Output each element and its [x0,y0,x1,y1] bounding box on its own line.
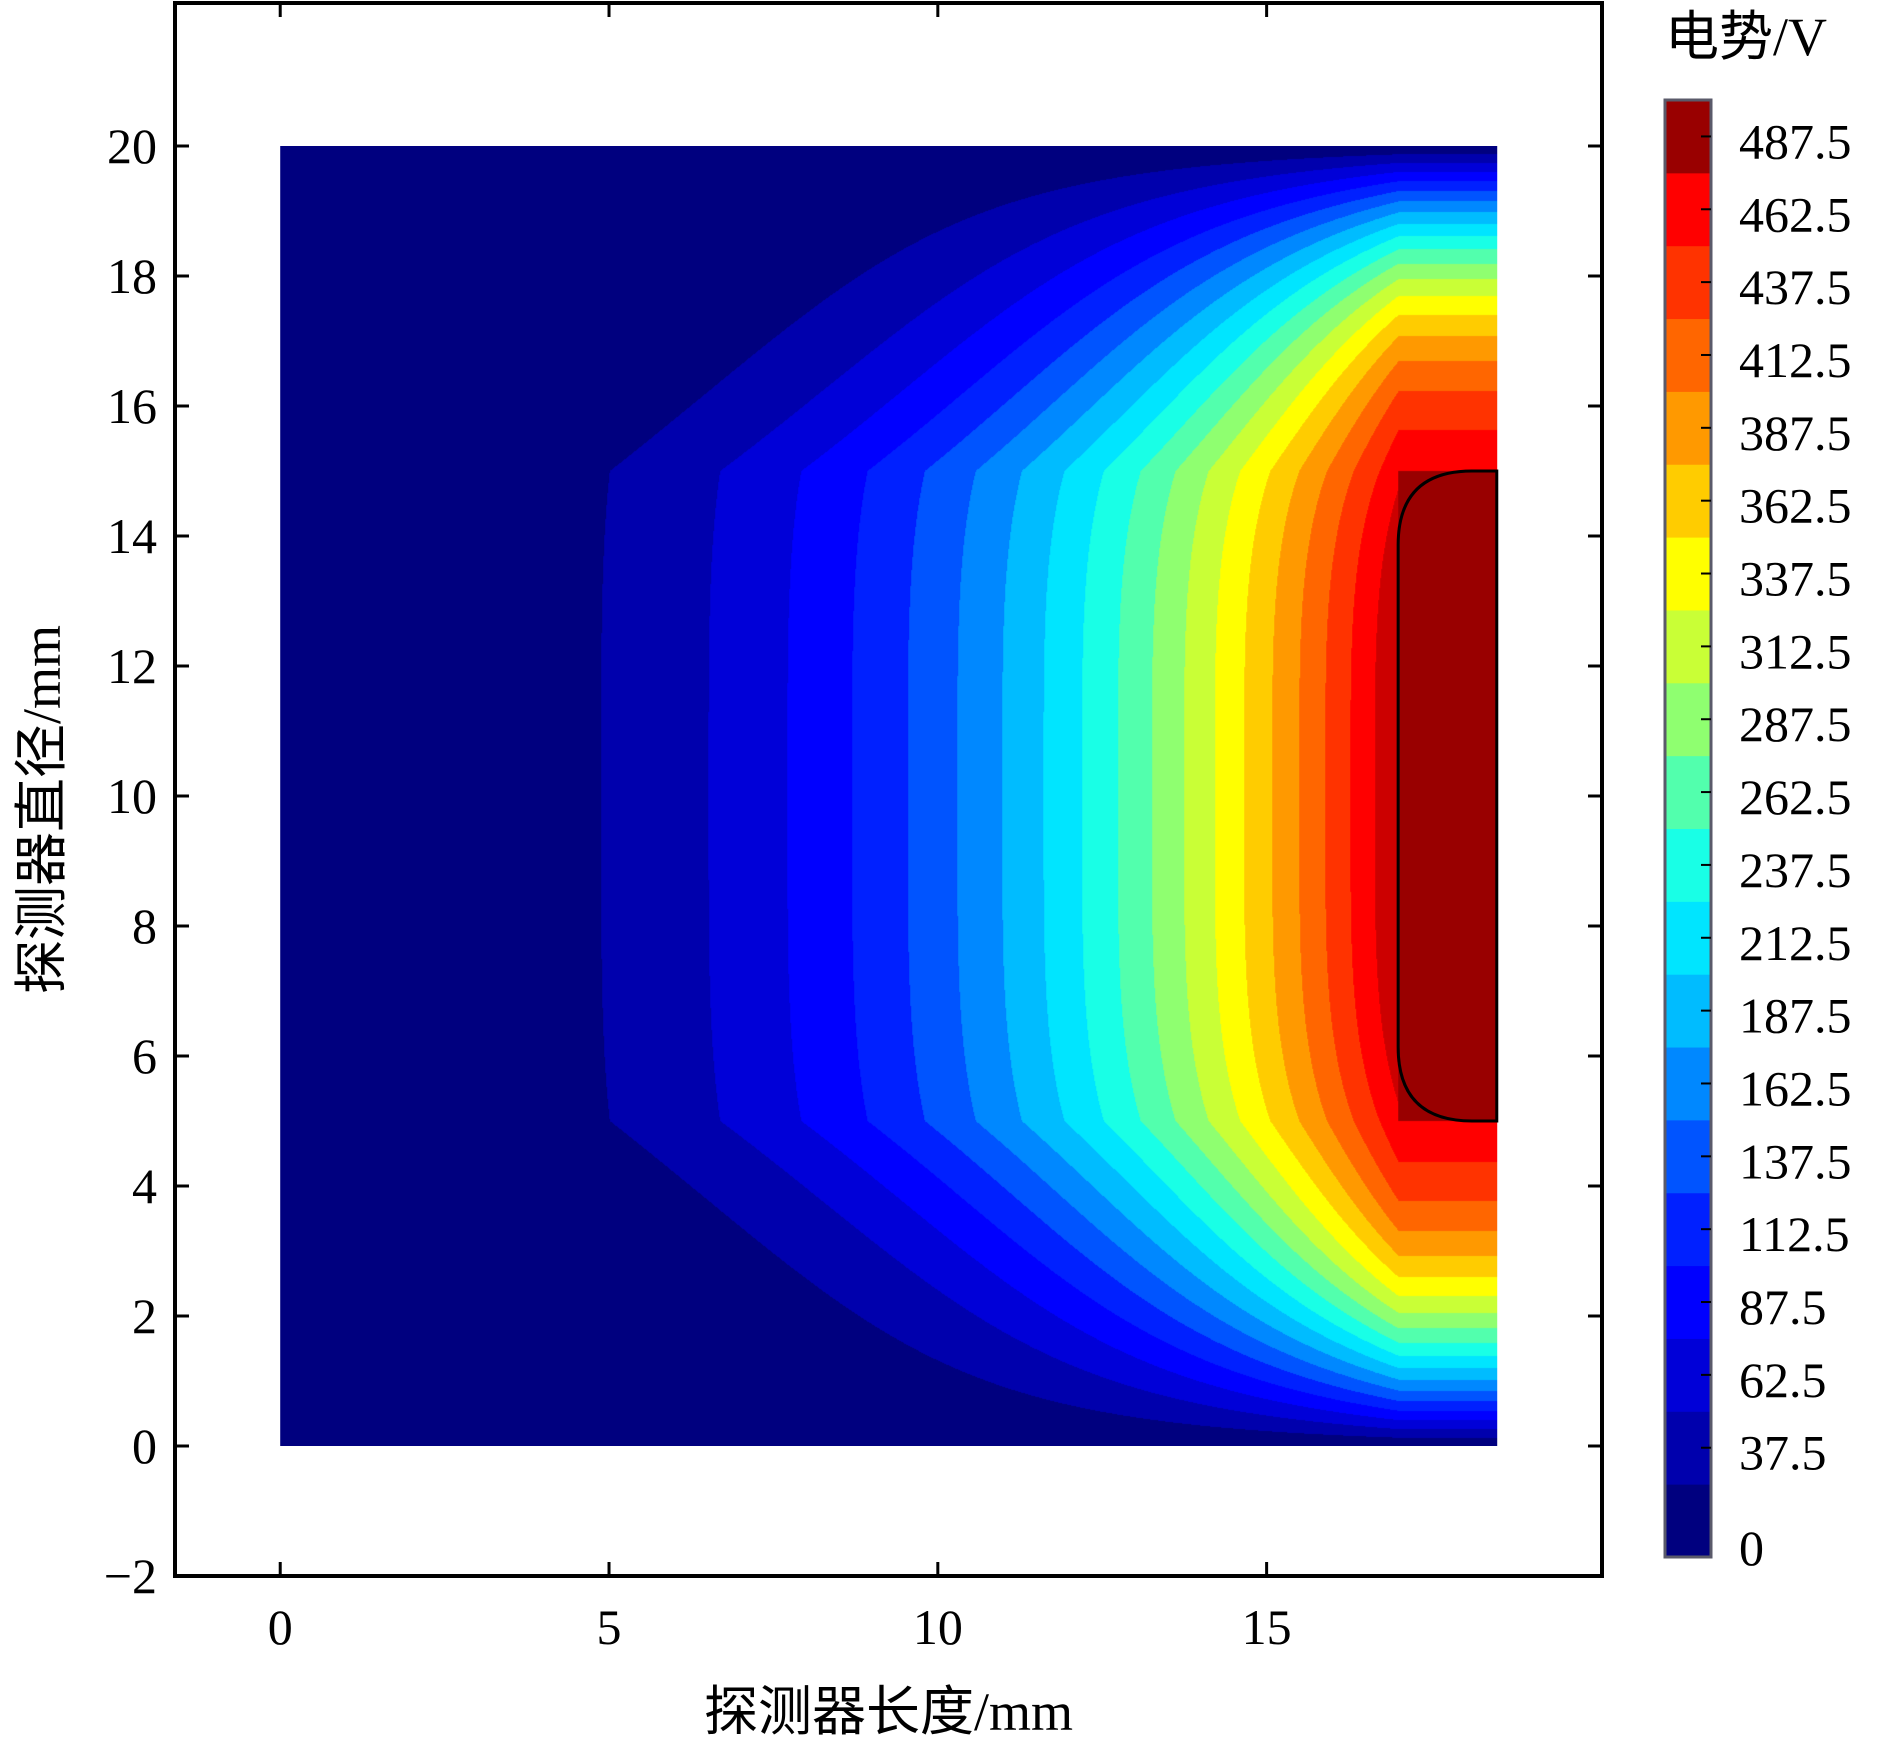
colorbar-tick-label: 162.5 [1739,1060,1852,1116]
y-tick-label: 14 [107,508,157,564]
colorbar-tick-label: 212.5 [1739,915,1852,971]
electrode-outline [1396,469,1499,1123]
y-axis-ticks: −2 0 2 4 6 8 10 12 14 16 18 20 [104,118,1602,1604]
potential-field [280,146,1498,1446]
colorbar-tick-label: 462.5 [1739,186,1852,242]
plot-frame [173,1,1604,1578]
colorbar-tick-label: 337.5 [1739,551,1852,607]
colorbar-tick-label: 37.5 [1739,1425,1827,1481]
y-tick-label: 18 [107,248,157,304]
colorbar-tick-label: 312.5 [1739,623,1852,679]
colorbar-tick-label: 62.5 [1739,1352,1827,1408]
colorbar-tick-label: 187.5 [1739,988,1852,1044]
y-axis-label: 探测器直径/mm [12,625,72,994]
colorbar-tick-label: 237.5 [1739,842,1852,898]
y-tick-label: 16 [107,378,157,434]
colorbar-tick-label: 287.5 [1739,696,1852,752]
y-tick-label: 0 [132,1418,157,1474]
colorbar: 0 37.5 62.5 87.5 112.5 137.5 162.5 187.5 212.5 23… [1663,98,1852,1576]
electrode [1396,469,1499,1123]
colorbar-tick-label: 112.5 [1739,1206,1850,1262]
potential-field-image [280,146,1498,1446]
colorbar-tick-label: 262.5 [1739,769,1852,825]
colorbar-tick-label: 412.5 [1739,332,1852,388]
colorbar-tick-label: 437.5 [1739,259,1852,315]
colorbar-tick-label: 87.5 [1739,1279,1827,1335]
y-tick-label: 2 [132,1288,157,1344]
y-tick-label: 6 [132,1028,157,1084]
colorbar-title: 电势/V [1665,7,1827,67]
y-tick-label: 8 [132,898,157,954]
y-tick-label: 20 [107,118,157,174]
x-tick-label: 10 [913,1599,963,1655]
x-tick-label: 15 [1242,1599,1292,1655]
colorbar-segment [1665,1484,1711,1558]
x-axis-ticks: 0 5 10 15 [268,3,1292,1655]
y-tick-label: 10 [107,768,157,824]
x-tick-label: 5 [597,1599,622,1655]
y-tick-label: 12 [107,638,157,694]
x-tick-label: 0 [268,1599,293,1655]
y-tick-label: −2 [104,1548,157,1604]
colorbar-tick-label: 137.5 [1739,1133,1852,1189]
colorbar-frame [1663,98,1713,1559]
colorbar-tick-label: 362.5 [1739,478,1852,534]
x-axis-label: 探测器长度/mm [704,1682,1073,1742]
y-tick-label: 4 [132,1158,157,1214]
colorbar-tick-label: 0 [1739,1520,1764,1576]
colorbar-tick-label: 387.5 [1739,405,1852,461]
colorbar-tick-label: 487.5 [1739,113,1852,169]
